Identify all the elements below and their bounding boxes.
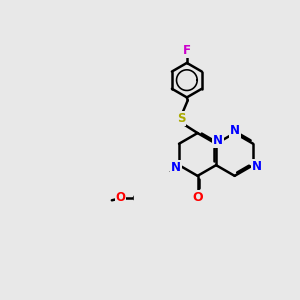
Text: O: O xyxy=(116,191,125,204)
Bar xyxy=(134,172,186,230)
Text: N: N xyxy=(230,124,240,136)
Text: O: O xyxy=(192,191,203,204)
Text: S: S xyxy=(177,112,185,125)
Text: N: N xyxy=(171,161,181,174)
Text: N: N xyxy=(213,134,223,147)
Text: F: F xyxy=(183,44,191,57)
Text: N: N xyxy=(252,160,262,173)
Bar xyxy=(148,171,166,207)
